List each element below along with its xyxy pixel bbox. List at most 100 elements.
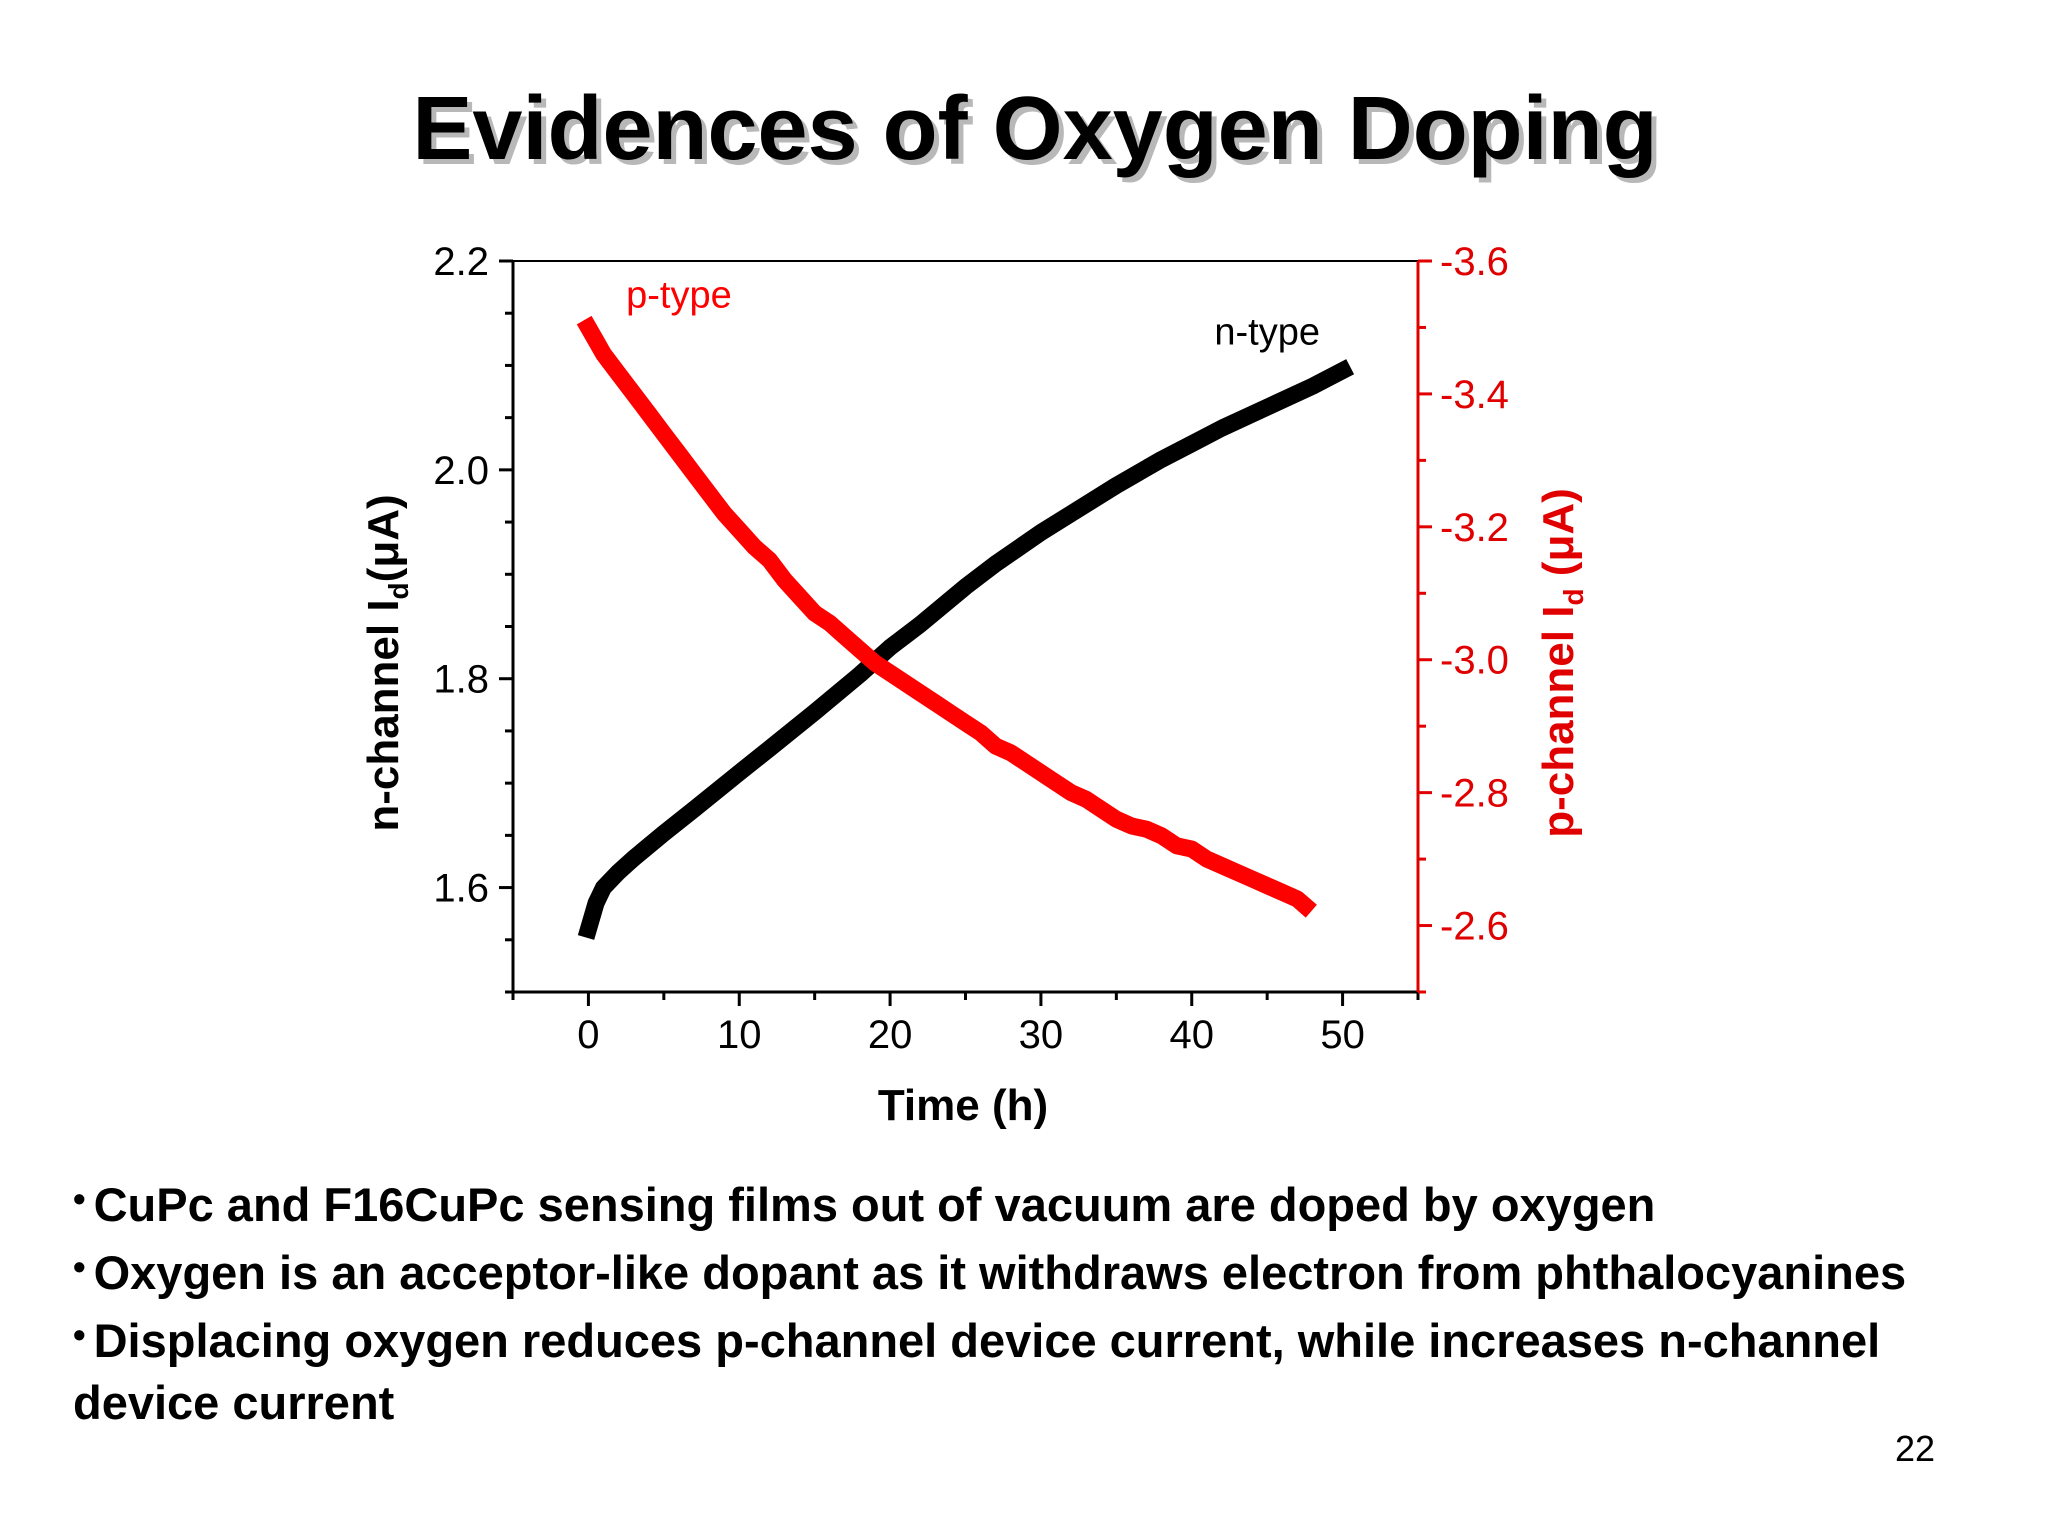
data-point-p-type bbox=[688, 467, 700, 480]
data-point-p-type bbox=[884, 667, 897, 679]
data-point-p-type bbox=[1246, 873, 1259, 885]
data-point-p-type bbox=[1140, 823, 1153, 836]
y-right-tick-label: -3.6 bbox=[1440, 240, 1509, 284]
data-point-p-type bbox=[597, 348, 610, 360]
data-point-n-type bbox=[1261, 401, 1274, 414]
data-point-n-type bbox=[1065, 507, 1078, 520]
data-point-n-type bbox=[597, 881, 610, 894]
data-point-p-type bbox=[657, 427, 670, 440]
y-right-tick-label: -3.2 bbox=[1440, 506, 1509, 550]
data-point-p-type bbox=[808, 607, 821, 620]
data-point-p-type bbox=[590, 334, 602, 347]
data-point-p-type bbox=[914, 687, 927, 699]
y-right-tick-label: -3.0 bbox=[1440, 639, 1509, 683]
data-point-p-type bbox=[793, 590, 806, 603]
data-point-n-type bbox=[914, 618, 927, 631]
plot-layer bbox=[576, 315, 1355, 940]
bullet-dot-icon: • bbox=[73, 1178, 86, 1219]
data-point-n-type bbox=[1185, 437, 1198, 450]
data-point-n-type bbox=[1034, 526, 1047, 539]
data-point-p-type bbox=[1155, 829, 1168, 842]
data-point-p-type bbox=[959, 716, 972, 729]
data-point-p-type bbox=[929, 696, 942, 709]
data-point-n-type bbox=[627, 852, 640, 865]
bullet-item: • Oxygen is an acceptor-like dopant as it… bbox=[73, 1236, 1933, 1304]
data-point-p-type bbox=[642, 407, 655, 420]
data-point-p-type bbox=[748, 540, 761, 553]
bullet-item: • CuPc and F16CuPc sensing films out of v… bbox=[73, 1168, 1933, 1236]
data-point-p-type bbox=[672, 447, 685, 460]
data-point-n-type bbox=[989, 557, 1002, 570]
data-point-n-type bbox=[612, 865, 625, 878]
y-axis-right-label-unit: (μA) bbox=[1534, 488, 1583, 588]
data-point-p-type bbox=[1080, 793, 1093, 806]
data-point-p-type bbox=[1200, 853, 1213, 866]
data-point-p-type bbox=[869, 657, 881, 669]
y-axis-left-label-unit: (μA) bbox=[359, 494, 408, 582]
y-right-tick-label: -2.6 bbox=[1440, 905, 1509, 949]
data-point-p-type bbox=[1095, 803, 1108, 816]
data-point-n-type bbox=[688, 803, 700, 816]
data-point-n-type bbox=[1336, 364, 1349, 377]
y-left-tick-label: 1.8 bbox=[433, 658, 489, 702]
data-point-p-type bbox=[1065, 786, 1078, 799]
data-point-p-type bbox=[899, 677, 912, 689]
annotation-n-type: n-type bbox=[1214, 312, 1320, 354]
bullet-text: Oxygen is an acceptor-like dopant as it … bbox=[93, 1246, 1907, 1299]
data-point-n-type bbox=[582, 923, 595, 936]
y-left-tick-label: 2.0 bbox=[433, 449, 489, 493]
bullet-dot-icon: • bbox=[73, 1314, 86, 1355]
data-point-p-type bbox=[1298, 899, 1311, 912]
data-point-n-type bbox=[884, 641, 897, 654]
data-point-n-type bbox=[1110, 479, 1123, 492]
y-axis-left-label-subscript: d bbox=[383, 582, 414, 599]
bullet-list: • CuPc and F16CuPc sensing films out of v… bbox=[73, 1168, 1933, 1434]
data-point-p-type bbox=[718, 507, 731, 520]
data-point-p-type bbox=[703, 487, 716, 500]
y-axis-right-label-subscript: d bbox=[1558, 588, 1589, 605]
data-point-p-type bbox=[1185, 843, 1198, 856]
data-point-p-type bbox=[1050, 776, 1062, 789]
data-point-p-type bbox=[582, 321, 595, 334]
data-point-n-type bbox=[1155, 453, 1168, 466]
data-point-p-type bbox=[853, 643, 866, 656]
data-point-p-type bbox=[763, 554, 776, 566]
data-point-p-type bbox=[989, 740, 1002, 753]
series-line-n-type bbox=[577, 359, 1355, 940]
data-point-n-type bbox=[733, 766, 746, 779]
bullet-item: • Displacing oxygen reduces p-channel dev… bbox=[73, 1304, 1933, 1434]
data-point-n-type bbox=[808, 706, 821, 719]
data-point-p-type bbox=[838, 630, 851, 643]
data-point-p-type bbox=[1276, 886, 1289, 899]
annotation-p-type: p-type bbox=[626, 275, 732, 317]
data-point-n-type bbox=[853, 668, 866, 681]
data-point-n-type bbox=[657, 827, 670, 840]
data-point-p-type bbox=[1215, 859, 1228, 872]
data-point-p-type bbox=[823, 617, 836, 630]
bullet-text: CuPc and F16CuPc sensing films out of va… bbox=[93, 1178, 1656, 1231]
data-point-p-type bbox=[974, 726, 987, 739]
series-line-p-type bbox=[576, 315, 1317, 918]
data-point-p-type bbox=[627, 387, 640, 400]
data-point-p-type bbox=[1034, 766, 1047, 779]
data-point-p-type bbox=[778, 574, 791, 586]
data-point-p-type bbox=[1110, 813, 1123, 826]
data-point-n-type bbox=[959, 580, 972, 593]
data-point-n-type bbox=[1215, 422, 1228, 435]
data-point-p-type bbox=[1231, 866, 1243, 879]
x-tick-label: 40 bbox=[1170, 1013, 1215, 1057]
data-point-p-type bbox=[1170, 839, 1183, 852]
y-left-tick-label: 1.6 bbox=[433, 867, 489, 911]
y-left-tick-label: 2.2 bbox=[433, 240, 489, 284]
y-axis-left-label: n-channel Id(μA) bbox=[359, 494, 414, 831]
x-axis-label: Time (h) bbox=[878, 1081, 1048, 1130]
data-point-p-type bbox=[1004, 746, 1017, 759]
y-right-tick-label: -3.4 bbox=[1440, 373, 1509, 417]
slide-title: Evidences of Oxygen Doping bbox=[412, 79, 1658, 179]
axes-layer: 0 10 20 30 40 50 1.6 1.8 2.0 2.2 -2.6 -2.8 -3.0 -3.2 -… bbox=[433, 240, 1509, 1057]
data-point-p-type bbox=[733, 524, 746, 537]
data-point-p-type bbox=[612, 368, 625, 380]
data-point-p-type bbox=[944, 706, 957, 719]
data-point-p-type bbox=[1125, 819, 1138, 832]
y-axis-right-label: p-channel Id (μA) bbox=[1534, 488, 1589, 838]
